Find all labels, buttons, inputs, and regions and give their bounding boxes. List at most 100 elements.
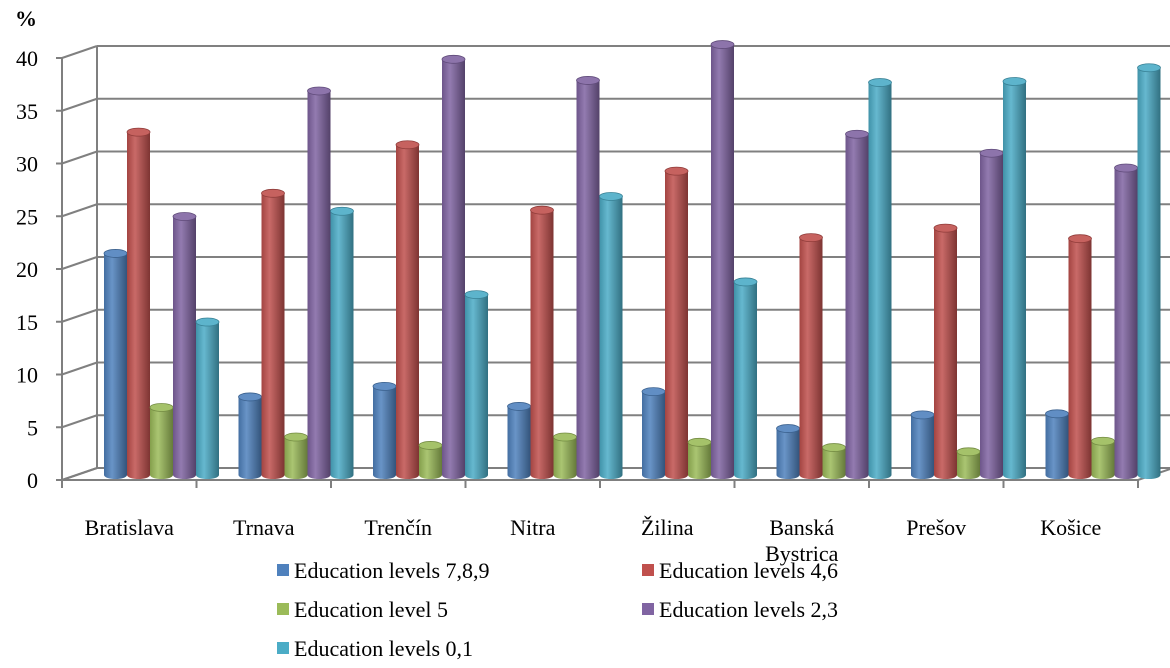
bar-body: [307, 90, 331, 479]
bar-body: [665, 171, 688, 479]
gridline-side: [61, 150, 98, 165]
bar: [372, 381, 397, 479]
bar: [149, 403, 174, 479]
bar-top: [330, 206, 354, 216]
legend-label: Education levels 0,1: [294, 636, 473, 661]
bar: [1114, 163, 1138, 479]
bar-body: [465, 294, 488, 479]
x-category-label: Nitra: [510, 515, 555, 540]
bar-body: [868, 82, 892, 479]
bar-body: [442, 59, 465, 479]
gridline-side: [61, 361, 98, 376]
bar-body: [799, 237, 823, 479]
bar-top: [149, 403, 174, 412]
axes: [56, 46, 1170, 488]
bar-top: [641, 387, 666, 397]
bar-top: [822, 443, 846, 452]
bar-top: [1114, 163, 1138, 173]
bar: [395, 140, 420, 479]
bar: [687, 437, 712, 479]
bar-body: [553, 437, 577, 479]
x-category-label: Banská Bystrica: [765, 515, 839, 566]
bar: [1045, 409, 1069, 479]
legend-label: Education level 5: [294, 597, 448, 622]
bar: [664, 166, 689, 479]
bar-top: [418, 441, 443, 450]
legend-swatch: [277, 642, 289, 654]
bar-top: [956, 447, 981, 457]
bar: [733, 277, 758, 479]
bar-top: [395, 140, 420, 150]
legend-label: Education levels 4,6: [659, 558, 838, 583]
bar-top: [1137, 63, 1161, 73]
bar-body: [507, 406, 531, 479]
bar-top: [261, 188, 285, 198]
bar-top: [868, 78, 892, 87]
bar-top: [910, 410, 935, 420]
bar-body: [330, 211, 354, 479]
bar-top: [933, 223, 958, 233]
bar: [599, 192, 623, 480]
bar-body: [284, 437, 308, 479]
x-category-label: Prešov: [906, 515, 966, 540]
bar: [868, 78, 892, 479]
bar: [530, 205, 554, 479]
bar-top: [1068, 234, 1092, 244]
bar: [910, 410, 935, 479]
bar-body: [576, 80, 600, 480]
gridline-side: [61, 308, 98, 323]
bar: [576, 76, 600, 480]
x-category-label: Trenčín: [364, 515, 432, 540]
bar: [956, 447, 981, 479]
y-tick-label: 30: [16, 152, 38, 177]
gridline-side: [61, 203, 98, 218]
bar-body: [104, 253, 127, 479]
bar-top: [979, 148, 1004, 158]
legend-item: Education levels 7,8,9: [277, 558, 490, 583]
x-category-label: Žilina: [641, 515, 694, 540]
legend-item: Education level 5: [277, 597, 448, 622]
bar-body: [261, 193, 285, 479]
bar-body: [1068, 238, 1092, 479]
legend-label: Education levels 2,3: [659, 597, 838, 622]
bars: [103, 40, 1161, 480]
bar: [418, 441, 443, 479]
bar-top: [284, 432, 308, 442]
legend-swatch: [642, 564, 654, 576]
bar: [126, 127, 151, 479]
bar: [284, 432, 308, 479]
gridline-side: [61, 45, 98, 59]
bar: [979, 148, 1004, 479]
bar-top: [687, 437, 712, 447]
bar-body: [396, 144, 419, 479]
bar: [441, 54, 466, 479]
bar-body: [419, 445, 442, 479]
y-tick-label: 35: [16, 99, 38, 124]
bar-top: [195, 317, 220, 327]
bar-top: [1002, 77, 1027, 86]
bar-body: [1045, 413, 1069, 479]
bar-top: [507, 402, 531, 411]
bar: [172, 212, 197, 479]
bar-body: [822, 447, 846, 479]
bar: [103, 249, 128, 479]
bar: [1137, 63, 1161, 480]
bar: [1091, 436, 1115, 479]
bar-top: [238, 392, 262, 402]
bar-body: [957, 451, 980, 479]
bar-body: [980, 153, 1003, 479]
legend-item: Education levels 4,6: [642, 558, 838, 583]
bar-top: [733, 277, 758, 287]
gridline-side: [61, 97, 98, 112]
y-tick-label: 25: [16, 204, 38, 229]
bar-body: [150, 407, 173, 479]
bar-top: [664, 166, 689, 176]
legend: Education levels 7,8,9 Education levels 4…: [277, 558, 838, 661]
bar: [464, 290, 489, 479]
bar-body: [196, 322, 219, 479]
gridline-side: [61, 256, 98, 270]
bar-body: [776, 428, 800, 479]
x-category-label: Košice: [1040, 515, 1101, 540]
gridline-side: [61, 414, 98, 429]
